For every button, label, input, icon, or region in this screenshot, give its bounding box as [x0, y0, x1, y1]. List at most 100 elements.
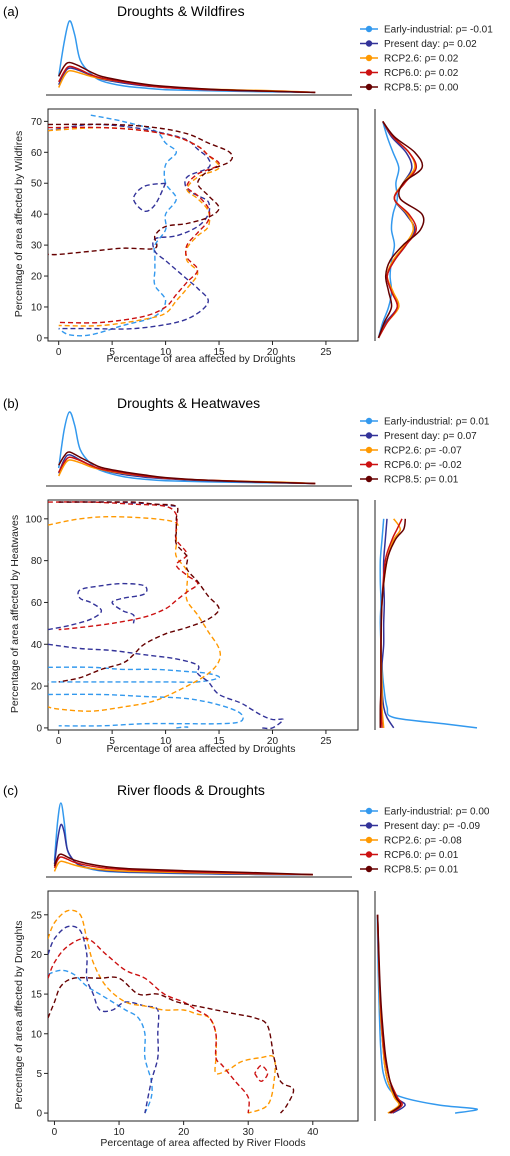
legend-label: Present day: ρ= -0.09 [384, 821, 480, 832]
panel-droughts-wildfires: (a) Droughts & Wildfires Percentage of a… [3, 3, 493, 365]
side-marginal-density [377, 120, 417, 339]
x-tick-label: 25 [320, 736, 332, 747]
top-marginal-density [53, 856, 313, 876]
contour-line [58, 501, 220, 683]
top-marginal-density [53, 802, 313, 876]
contour-line [58, 114, 178, 337]
x-tick-label: 20 [267, 347, 279, 358]
x-tick-label: 15 [213, 736, 225, 747]
contour-line [176, 726, 189, 729]
x-tick-label: 15 [213, 347, 225, 358]
legend-label: RCP8.5: ρ= 0.00 [384, 83, 459, 94]
x-tick-label: 30 [243, 1127, 255, 1138]
legend-marker [365, 69, 373, 76]
legend-marker [365, 54, 373, 62]
legend-marker [365, 807, 373, 815]
contour-line [48, 126, 220, 324]
x-tick-label: 5 [109, 347, 115, 358]
plot-frame [47, 108, 359, 342]
legend-label: RCP2.6: ρ= 0.02 [384, 54, 459, 65]
plot-frame [47, 890, 359, 1122]
side-marginal-density [376, 914, 478, 1114]
y-tick-label: 20 [31, 272, 43, 283]
legend-marker [365, 417, 373, 425]
panel-label: (b) [3, 396, 19, 411]
legend-marker [365, 461, 373, 468]
y-tick-label: 25 [31, 910, 43, 921]
panel-riverfloods-droughts: (c) River floods & Droughts Percentage o… [3, 782, 490, 1149]
y-tick-label: 40 [31, 210, 43, 221]
x-axis-label: Percentage of area affected by River Flo… [100, 1137, 305, 1149]
legend-marker [365, 822, 373, 829]
contour-line [48, 909, 276, 1114]
side-marginal-density [381, 518, 395, 729]
plot-frame [47, 499, 359, 731]
legend-label: Early-industrial: ρ= 0.00 [384, 807, 490, 818]
y-tick-label: 0 [36, 723, 42, 734]
y-tick-label: 15 [31, 990, 43, 1001]
legend-marker [365, 865, 373, 873]
x-tick-label: 0 [52, 1127, 58, 1138]
legend-marker [365, 446, 373, 454]
contour-line [48, 666, 220, 683]
y-tick-label: 60 [31, 148, 43, 159]
y-tick-label: 40 [31, 640, 43, 651]
legend-marker [365, 83, 373, 91]
contour-line [48, 501, 199, 631]
legend-label: Early-industrial: ρ= 0.01 [384, 417, 490, 428]
x-axis-label: Percentage of area affected by Droughts [107, 353, 296, 365]
contour-line [48, 123, 234, 256]
x-tick-label: 0 [56, 347, 62, 358]
legend-label: RCP8.5: ρ= 0.01 [384, 865, 459, 876]
y-tick-label: 20 [31, 950, 43, 961]
top-marginal-density [57, 411, 316, 485]
y-tick-label: 10 [31, 1029, 43, 1040]
panel-label: (a) [3, 4, 19, 19]
top-marginal-density [58, 451, 316, 485]
y-axis-label: Percentage of area affected by Heatwaves [9, 515, 21, 713]
panel-label: (c) [3, 783, 18, 798]
y-axis-label: Percentage of area affected by Wildfires [13, 131, 25, 318]
top-marginal-density [53, 853, 313, 876]
y-tick-label: 0 [36, 1109, 42, 1120]
contour-line [254, 1064, 269, 1083]
legend-marker [365, 851, 373, 858]
legend-label: RCP2.6: ρ= -0.07 [384, 446, 462, 457]
side-marginal-density [377, 120, 425, 339]
x-tick-label: 10 [113, 1127, 125, 1138]
side-marginal-density [379, 518, 407, 728]
contour-line [48, 976, 295, 1114]
panel-title: Droughts & Heatwaves [117, 395, 260, 411]
contour-line [132, 182, 167, 213]
panel-title: River floods & Droughts [117, 782, 265, 798]
legend-label: RCP6.0: ρ= 0.02 [384, 68, 459, 79]
x-tick-label: 20 [178, 1127, 190, 1138]
contour-line [48, 515, 222, 712]
legend-marker [365, 432, 373, 439]
panel-droughts-heatwaves: (b) Droughts & Heatwaves Percentage of a… [3, 395, 490, 755]
legend-label: RCP6.0: ρ= 0.01 [384, 850, 459, 861]
panel-title: Droughts & Wildfires [117, 3, 245, 19]
legend-marker [365, 40, 373, 47]
legend-label: RCP8.5: ρ= 0.01 [384, 475, 459, 486]
y-tick-label: 5 [36, 1069, 42, 1080]
y-tick-label: 0 [36, 333, 42, 344]
side-marginal-density [376, 914, 402, 1114]
legend-label: Present day: ρ= 0.02 [384, 39, 477, 50]
legend-label: Present day: ρ= 0.07 [384, 431, 477, 442]
legend-label: RCP6.0: ρ= -0.02 [384, 460, 462, 471]
contour-line [48, 925, 160, 1114]
y-axis-label: Percentage of area affected by Droughts [13, 921, 25, 1110]
x-tick-label: 20 [267, 736, 279, 747]
y-tick-label: 60 [31, 598, 43, 609]
contour-line [48, 937, 250, 1114]
legend-marker [365, 25, 373, 33]
top-marginal-density [58, 61, 316, 94]
y-tick-label: 100 [25, 514, 42, 525]
legend-marker [365, 475, 373, 483]
y-tick-label: 20 [31, 682, 43, 693]
contour-line [48, 643, 284, 730]
y-tick-label: 10 [31, 302, 43, 313]
x-tick-label: 10 [160, 347, 172, 358]
x-tick-label: 10 [160, 736, 172, 747]
